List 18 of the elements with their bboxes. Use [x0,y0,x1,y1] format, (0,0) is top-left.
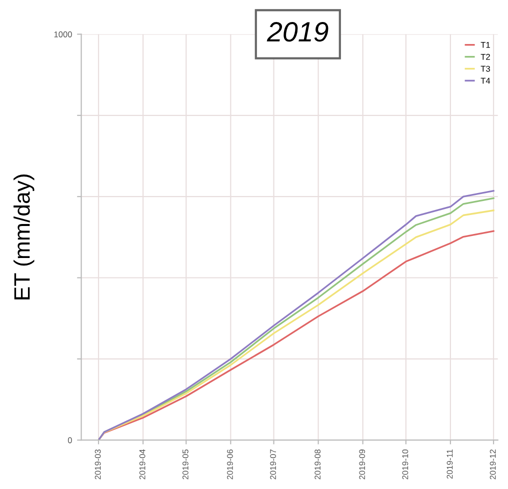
x-tick-label: 2019-08 [314,449,321,480]
x-tick-label: 2019-07 [270,450,276,480]
y-tick-label: 1000 [54,31,72,38]
legend-label: T2 [480,54,490,60]
x-tick-label: 2019-12 [490,450,496,480]
chart-title: 2019 [266,22,328,42]
x-tick-label: 2019-04 [139,449,146,480]
legend-label: T1 [480,42,490,48]
x-tick-label: 2019-10 [402,449,408,480]
y-tick-label: 0 [68,437,72,444]
x-tick-label: 2019-09 [359,450,366,480]
x-tick-label: 2019-03 [94,449,101,480]
legend-label: T4 [480,78,490,84]
legend-label: T3 [480,66,490,72]
x-tick-label: 2019-06 [227,449,233,480]
y-axis-title: ET (mm/day) [14,174,34,300]
x-tick-label: 2019-11 [446,450,453,479]
x-tick-label: 2019-05 [182,449,188,480]
